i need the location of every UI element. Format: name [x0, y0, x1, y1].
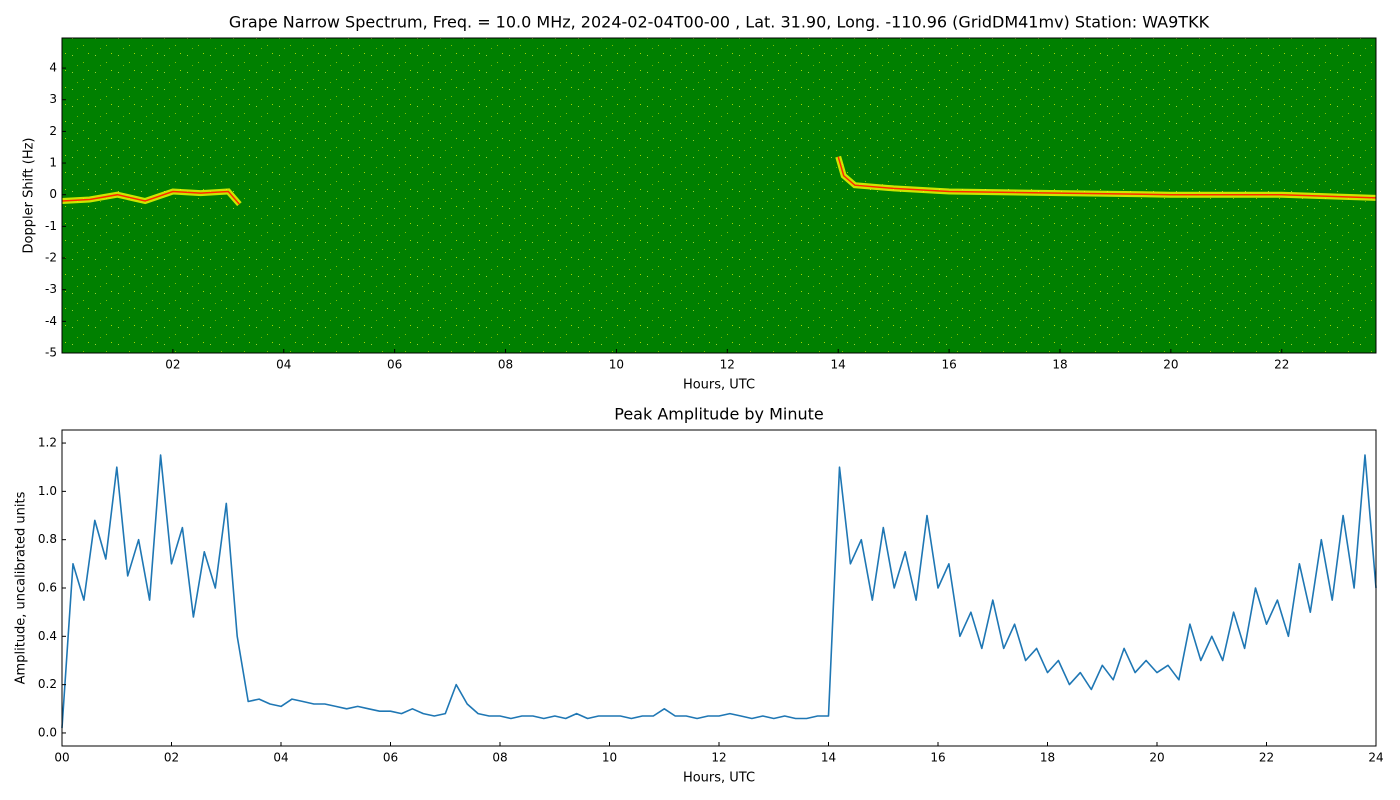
x-tick-label: 24	[1368, 751, 1383, 765]
x-tick-label: 10	[609, 358, 624, 372]
x-tick-label: 10	[602, 751, 617, 765]
x-tick-label: 12	[720, 358, 735, 372]
x-tick-label: 08	[492, 751, 507, 765]
x-tick-label: 20	[1149, 751, 1164, 765]
y-tick-label: 0.6	[38, 581, 57, 595]
x-tick-label: 16	[941, 358, 956, 372]
y-tick-label: -1	[45, 219, 57, 233]
y-tick-label: 2	[49, 124, 57, 138]
y-tick-label: 0	[49, 187, 57, 201]
x-tick-label: 06	[387, 358, 402, 372]
y-tick-label: -5	[45, 346, 57, 360]
x-tick-label: 18	[1040, 751, 1055, 765]
y-tick-label: 3	[49, 92, 57, 106]
x-tick-label: 16	[930, 751, 945, 765]
chart-title: Peak Amplitude by Minute	[614, 405, 824, 424]
x-tick-label: 08	[498, 358, 513, 372]
x-tick-label: 22	[1274, 358, 1289, 372]
x-axis-label: Hours, UTC	[683, 378, 755, 393]
x-axis-label: Hours, UTC	[683, 771, 755, 786]
y-tick-label: 1	[49, 156, 57, 170]
x-tick-label: 02	[165, 358, 180, 372]
x-tick-label: 04	[273, 751, 288, 765]
x-tick-label: 02	[164, 751, 179, 765]
y-tick-label: -3	[45, 282, 57, 296]
x-tick-label: 06	[383, 751, 398, 765]
y-tick-label: 0.4	[38, 629, 57, 643]
y-tick-label: -4	[45, 314, 57, 328]
trace	[61, 156, 1377, 205]
y-axis-label: Amplitude, uncalibrated units	[14, 491, 29, 684]
chart-title: Grape Narrow Spectrum, Freq. = 10.0 MHz,…	[229, 13, 1210, 32]
y-tick-label: 1.2	[38, 436, 57, 450]
x-tick-label: 20	[1163, 358, 1178, 372]
x-tick-label: 22	[1259, 751, 1274, 765]
y-tick-label: -2	[45, 251, 57, 265]
x-tick-label: 14	[821, 751, 836, 765]
y-axis-label: Doppler Shift (Hz)	[22, 138, 37, 254]
y-tick-label: 0.2	[38, 677, 57, 691]
y-tick-label: 1.0	[38, 484, 57, 498]
x-tick-label: 00	[54, 751, 69, 765]
line	[61, 454, 1377, 729]
x-tick-label: 12	[711, 751, 726, 765]
y-tick-label: 4	[49, 61, 57, 75]
x-tick-label: 04	[276, 358, 291, 372]
y-tick-label: 0.0	[38, 725, 57, 739]
x-tick-label: 14	[831, 358, 846, 372]
plot-frame	[61, 37, 1377, 354]
y-tick-label: 0.8	[38, 532, 57, 546]
x-tick-label: 18	[1052, 358, 1067, 372]
